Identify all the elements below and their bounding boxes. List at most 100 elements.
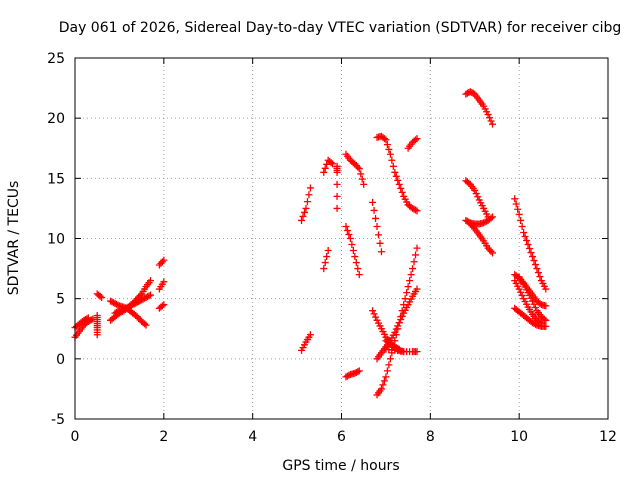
data-point	[369, 307, 377, 315]
data-point	[147, 291, 155, 299]
x-tick-label: 4	[248, 429, 257, 445]
x-tick-label: 2	[159, 429, 168, 445]
data-point	[515, 210, 523, 218]
series-arc-28	[462, 177, 492, 221]
data-point	[542, 322, 550, 330]
plot-frame	[74, 57, 609, 420]
data-point	[542, 316, 550, 324]
data-point	[98, 293, 106, 301]
data-point	[471, 186, 479, 194]
data-point	[158, 258, 166, 266]
data-point	[388, 156, 396, 164]
data-point	[379, 381, 387, 389]
data-point	[398, 312, 406, 320]
x-axis-label: GPS time / hours	[282, 458, 399, 474]
data-point	[349, 247, 357, 255]
series-arc-29	[462, 213, 497, 228]
data-point	[147, 277, 155, 285]
data-point	[410, 258, 418, 266]
data-point	[398, 188, 406, 196]
data-point	[299, 212, 307, 220]
data-point	[83, 315, 91, 323]
data-point	[517, 288, 525, 296]
data-point	[530, 300, 538, 308]
data-point	[303, 198, 311, 206]
data-point	[413, 135, 421, 143]
data-point	[489, 213, 497, 221]
data-point	[386, 150, 394, 158]
data-point	[394, 176, 402, 184]
data-point	[372, 313, 380, 321]
series-arc-20	[373, 132, 421, 215]
data-point	[84, 314, 92, 322]
series-arc-16	[342, 222, 363, 279]
series-arc-19	[369, 198, 385, 256]
data-point	[527, 249, 535, 257]
y-tick-label: 10	[47, 232, 65, 248]
data-point	[528, 297, 536, 305]
data-point	[401, 295, 409, 303]
data-point	[542, 302, 550, 310]
data-point	[413, 207, 421, 215]
data-point	[345, 230, 353, 238]
series-arc-34	[511, 304, 550, 330]
data-point	[409, 265, 417, 273]
series-arc-11	[298, 331, 314, 354]
data-points	[71, 88, 550, 399]
data-point	[141, 320, 149, 328]
data-point	[403, 289, 411, 297]
x-tick-label: 12	[599, 429, 617, 445]
data-point	[343, 226, 351, 234]
grid-lines	[75, 58, 608, 419]
data-point	[321, 259, 329, 267]
series-arc-30	[466, 220, 497, 257]
data-point	[526, 245, 534, 253]
data-point	[160, 301, 168, 309]
data-point	[380, 135, 388, 143]
data-point	[385, 145, 393, 153]
data-point	[523, 237, 531, 245]
data-point	[333, 180, 341, 188]
data-point	[511, 195, 519, 203]
data-point	[327, 159, 335, 167]
data-point	[518, 222, 526, 230]
data-point	[382, 136, 390, 144]
series-arc-08	[155, 301, 168, 312]
series-arc-04	[93, 290, 106, 301]
data-point	[533, 265, 541, 273]
data-point	[521, 232, 529, 240]
series-arc-26	[382, 337, 408, 356]
data-point	[395, 319, 403, 327]
data-point	[542, 285, 550, 293]
data-point	[530, 257, 538, 265]
data-point	[298, 216, 306, 224]
data-point	[377, 385, 385, 393]
data-point	[300, 208, 308, 216]
data-point	[352, 259, 360, 267]
data-point	[524, 241, 532, 249]
data-point	[469, 223, 477, 231]
data-point	[333, 192, 341, 200]
data-point	[369, 198, 377, 206]
series-arc-10	[155, 256, 168, 269]
data-point	[392, 172, 400, 180]
data-point	[487, 247, 495, 255]
y-tick-label: 15	[47, 171, 65, 187]
data-point	[342, 222, 350, 230]
x-tick-label: 6	[337, 429, 346, 445]
x-tick-label: 10	[510, 429, 528, 445]
data-point	[375, 231, 383, 239]
data-point	[413, 244, 421, 252]
series-arc-14	[320, 156, 337, 176]
series-arc-21	[404, 135, 421, 152]
data-point	[517, 216, 525, 224]
data-point	[320, 168, 328, 176]
data-point	[520, 228, 528, 236]
data-point	[400, 348, 408, 356]
data-point	[158, 302, 166, 310]
data-point	[528, 253, 536, 261]
data-point	[412, 251, 420, 259]
data-point	[354, 265, 362, 273]
data-point	[360, 180, 368, 188]
